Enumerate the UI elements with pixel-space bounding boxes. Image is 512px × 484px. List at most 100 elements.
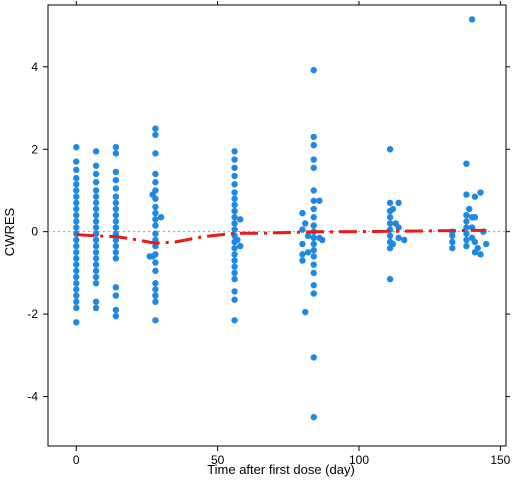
- data-point: [471, 214, 479, 221]
- data-point: [389, 205, 397, 213]
- data-points: [73, 16, 490, 421]
- data-point: [152, 209, 159, 217]
- data-point: [310, 253, 317, 260]
- data-point: [310, 156, 317, 163]
- data-point: [152, 203, 159, 211]
- data-point: [73, 205, 80, 213]
- data-point: [152, 280, 159, 287]
- data-point: [463, 211, 470, 219]
- data-point: [389, 240, 397, 248]
- data-point: [386, 275, 394, 283]
- data-point: [310, 290, 317, 297]
- data-point: [463, 230, 470, 237]
- data-point: [310, 261, 317, 268]
- data-point: [73, 193, 80, 200]
- data-point: [73, 187, 80, 194]
- data-point: [112, 312, 120, 320]
- loess-trend-line: [76, 228, 487, 245]
- data-point: [157, 214, 165, 221]
- data-point: [310, 187, 317, 194]
- data-point: [386, 214, 394, 221]
- data-point: [92, 148, 100, 155]
- data-point: [73, 143, 80, 151]
- y-tick-label: -4: [27, 390, 38, 404]
- data-point: [231, 195, 238, 202]
- data-point: [152, 170, 159, 178]
- data-point: [92, 236, 100, 244]
- data-point: [73, 273, 80, 281]
- data-point: [463, 242, 470, 250]
- data-point: [463, 191, 470, 198]
- data-point: [304, 249, 312, 256]
- data-point: [483, 240, 490, 248]
- data-point: [310, 240, 317, 248]
- data-point: [112, 193, 120, 200]
- data-point: [310, 354, 317, 361]
- data-point: [152, 195, 159, 202]
- data-point: [92, 273, 100, 281]
- data-point: [231, 189, 238, 196]
- y-axis: -4 -2 0 2 4: [27, 60, 510, 404]
- data-point: [73, 292, 80, 299]
- data-point: [449, 244, 456, 252]
- data-point: [73, 236, 80, 244]
- data-point: [310, 66, 317, 74]
- y-tick-label: 2: [31, 142, 38, 156]
- data-point: [92, 267, 100, 275]
- data-point: [231, 214, 238, 221]
- data-point: [146, 253, 153, 260]
- data-point: [92, 199, 100, 207]
- x-tick-label: 150: [490, 453, 510, 467]
- data-point: [92, 230, 100, 237]
- data-point: [92, 280, 100, 287]
- data-point: [152, 267, 159, 275]
- data-point: [92, 179, 100, 186]
- data-point: [468, 16, 476, 23]
- data-point: [237, 242, 244, 250]
- data-point: [463, 236, 470, 244]
- data-point: [92, 298, 100, 305]
- data-point: [73, 174, 80, 182]
- data-point: [463, 160, 470, 167]
- data-point: [299, 209, 306, 217]
- data-point: [299, 257, 306, 264]
- data-point: [152, 125, 159, 132]
- y-tick-label: 0: [31, 225, 38, 239]
- data-point: [466, 205, 473, 213]
- data-point: [310, 282, 317, 289]
- data-point: [152, 222, 159, 229]
- y-axis-label: CWRES: [2, 207, 17, 256]
- data-point: [92, 218, 100, 225]
- data-point: [73, 304, 80, 312]
- data-point: [92, 304, 100, 312]
- data-point: [299, 251, 306, 258]
- data-point: [477, 189, 484, 196]
- data-point: [92, 242, 100, 250]
- data-point: [231, 164, 238, 171]
- data-point: [231, 181, 238, 188]
- data-point: [231, 244, 238, 252]
- data-point: [231, 148, 238, 155]
- data-point: [319, 236, 326, 244]
- data-point: [152, 230, 159, 237]
- data-point: [73, 280, 80, 287]
- plot-area: [47, 4, 507, 447]
- data-point: [310, 214, 317, 221]
- data-point: [310, 133, 317, 141]
- x-tick-label: 100: [349, 453, 369, 467]
- data-point: [152, 187, 159, 194]
- data-point: [310, 197, 317, 204]
- data-point: [302, 220, 309, 227]
- data-point: [231, 172, 238, 180]
- data-point: [112, 168, 120, 176]
- data-point: [310, 413, 317, 421]
- data-point: [316, 197, 323, 204]
- data-point: [477, 251, 484, 258]
- data-point: [310, 164, 317, 171]
- data-point: [112, 211, 120, 219]
- data-point: [152, 131, 159, 139]
- data-point: [231, 156, 238, 163]
- data-point: [395, 224, 402, 231]
- data-point: [231, 296, 238, 303]
- data-point: [73, 319, 80, 326]
